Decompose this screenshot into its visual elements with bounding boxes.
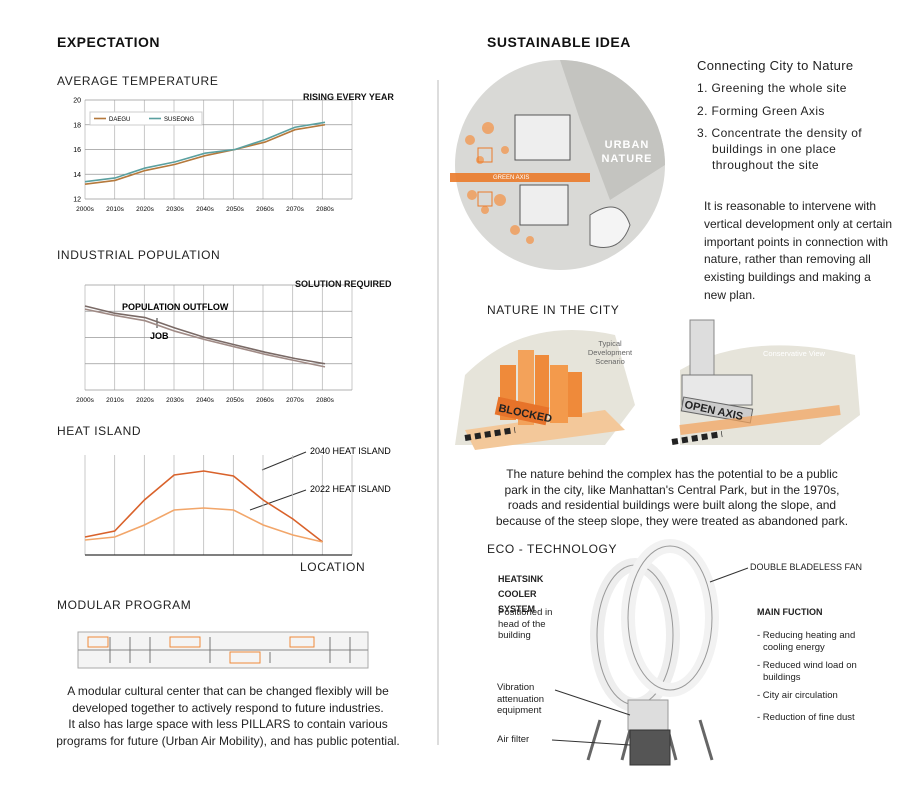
text-line: roads and residential buildings were bui… [507, 498, 837, 512]
y-tick-label: 12 [73, 197, 81, 204]
annotation: SOLUTION REQUIRED [295, 279, 392, 289]
x-tick-label: 2000s [76, 206, 94, 213]
image-label: URBAN NATURE [601, 139, 653, 165]
x-tick-label: 2070s [286, 397, 304, 404]
chart-title: HEAT ISLAND [57, 424, 142, 438]
y-tick-label: 14 [73, 172, 81, 179]
x-tick-label: 2020s [136, 397, 154, 404]
label: Vibration attenuation equipment [497, 682, 545, 716]
legend-box [89, 111, 203, 126]
x-tick-label: 2070s [286, 206, 304, 213]
x-tick-label: 2080s [316, 397, 334, 404]
section-title: EXPECTATION [57, 34, 160, 50]
x-tick-label: 2080s [316, 206, 334, 213]
label: DOUBLE BLADELESS FAN [750, 562, 863, 572]
x-tick-label: 2000s [76, 397, 94, 404]
text-line: vertical development only at certain [704, 216, 893, 231]
leader-line [249, 489, 307, 511]
open-axis-image [671, 319, 860, 445]
label: Air filter [497, 734, 530, 745]
x-tick-label: 2060s [256, 397, 274, 404]
x-tick-label: 2030s [166, 397, 184, 404]
list-item: 1. Greening the whole site [697, 81, 847, 95]
line-label: 2040 HEAT ISLAND [310, 446, 391, 456]
x-tick-label: 2040s [196, 397, 214, 404]
text-line: new plan. [704, 288, 756, 302]
x-tick-label: 2050s [226, 206, 244, 213]
x-tick-label: 2010s [106, 206, 124, 213]
text-line: nature, rather than removing all [704, 252, 871, 267]
x-tick-label: 2030s [166, 206, 184, 213]
list-item: - City air circulation [757, 690, 838, 701]
list-item: - Reduced wind load on buildings [757, 660, 857, 683]
list-item: 2. Forming Green Axis [697, 103, 825, 118]
bladeless-fan-image [551, 539, 749, 766]
text-line: existing buildings and making a [704, 270, 871, 285]
label: HEATSINK COOLER SYSTEM [498, 574, 544, 614]
list-item: - Reducing heating and cooling energy [757, 630, 856, 653]
heading: Connecting City to Nature [697, 58, 854, 73]
line-label: 2022 HEAT ISLAND [310, 484, 391, 494]
text-line: important points in connection with [704, 234, 889, 249]
text-line: developed together to actively respond t… [72, 700, 384, 715]
chart-title: INDUSTRIAL POPULATION [57, 248, 221, 262]
label: Positioned in head of the building [498, 607, 553, 641]
annotation: RISING EVERY YEAR [303, 92, 394, 102]
data-line [84, 470, 324, 543]
list-item: 3. Concentrate the density of buildings … [697, 126, 863, 172]
section-title: SUSTAINABLE IDEA [487, 34, 631, 50]
x-tick-label: 2020s [136, 206, 154, 213]
section-subtitle: MODULAR PROGRAM [57, 598, 192, 612]
y-tick-label: 16 [73, 147, 81, 154]
legend-label: SUSEONG [164, 117, 194, 123]
x-axis-label: LOCATION [300, 560, 366, 574]
text-line: The nature behind the complex has the po… [506, 467, 838, 481]
line-label: POPULATION OUTFLOW [122, 302, 229, 312]
y-tick-label: 20 [73, 98, 81, 105]
leader-line [261, 451, 307, 471]
data-line [84, 123, 326, 185]
site-plan-image [450, 60, 665, 270]
data-line [84, 507, 323, 543]
text-line: programs for future (Urban Air Mobility)… [56, 733, 400, 748]
text-line: It is reasonable to intervene with [704, 199, 877, 213]
chart-title: AVERAGE TEMPERATURE [57, 74, 219, 88]
label: MAIN FUCTION [757, 607, 823, 617]
image-label: Conservative View [763, 349, 825, 358]
image-label: GREEN AXIS [493, 175, 530, 181]
legend-label: DAEGU [109, 117, 130, 123]
list-item: - Reduction of fine dust [757, 712, 855, 723]
blocked-scenario-image [455, 330, 635, 450]
modular-program-image [77, 631, 369, 669]
text-line: because of the steep slope, they were tr… [495, 513, 849, 528]
section-subtitle: ECO - TECHNOLOGY [487, 542, 618, 556]
data-line [84, 121, 326, 183]
line-label: JOB [150, 331, 169, 341]
x-tick-label: 2010s [106, 397, 124, 404]
section-subtitle: NATURE IN THE CITY [487, 303, 620, 317]
x-tick-label: 2050s [226, 397, 244, 404]
text-line: It also has large space with less PILLAR… [68, 717, 388, 731]
x-tick-label: 2060s [256, 206, 274, 213]
image-label: Typical Development Scenario [587, 339, 633, 366]
data-line [84, 305, 326, 365]
text-line: A modular cultural center that can be ch… [67, 684, 389, 698]
data-line [84, 308, 326, 368]
x-tick-label: 2040s [196, 206, 214, 213]
text-line: park in the city, like Manhattan's Centr… [504, 482, 840, 497]
y-tick-label: 18 [73, 122, 81, 129]
